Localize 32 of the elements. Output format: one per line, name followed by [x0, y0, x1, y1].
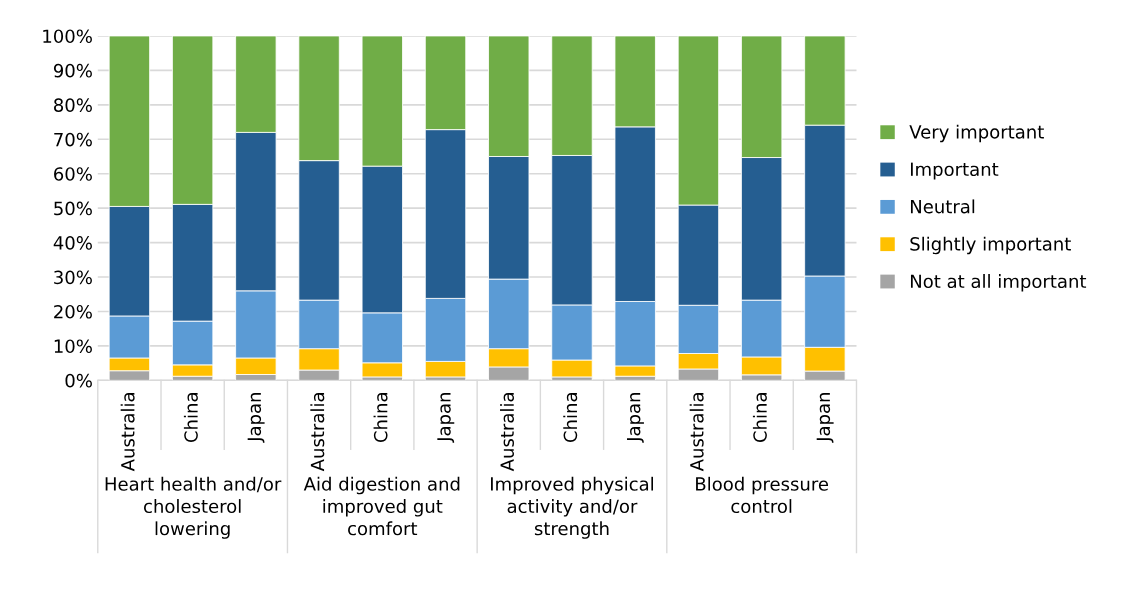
text: Heart health and/or cholesterol lowering — [105, 476, 282, 539]
y-tick-label: 90% — [53, 63, 92, 78]
x-tick-label: Australia — [310, 393, 325, 472]
y-tick-label: 40% — [53, 236, 92, 250]
y-tick-label: 80% — [54, 98, 92, 112]
x-tick-label: China — [373, 393, 388, 443]
x-tick-label: Japan — [816, 393, 834, 443]
x-tick-label: China — [752, 393, 767, 443]
x-tick-label: China — [563, 393, 578, 443]
x-tick-label: Japan — [627, 393, 644, 443]
y-tick-label: 50% — [54, 201, 92, 216]
y-tick-label: 70% — [54, 132, 92, 147]
text: Blood pressure control — [696, 476, 829, 514]
legend-label: Very important — [909, 124, 1044, 143]
x-tick-label: Australia — [120, 393, 135, 472]
y-tick-label: 0% — [65, 373, 92, 388]
text: Aid digestion and improved gut comfort — [303, 476, 460, 536]
y-tick-label: 100% — [43, 29, 92, 44]
x-tick-label: Japan — [247, 393, 265, 443]
text: Improved physical activity and/or strength — [491, 476, 654, 539]
y-tick-label: 30% — [54, 270, 92, 285]
x-tick-label: China — [183, 393, 198, 443]
y-tick-label: 10% — [54, 339, 92, 354]
y-tick-label: 20% — [54, 304, 92, 319]
legend-label: Slightly important — [910, 236, 1071, 255]
x-tick-label: Japan — [437, 393, 455, 443]
y-tick-label: 60% — [54, 167, 92, 181]
legend-label: Neutral — [910, 199, 975, 214]
legend-label: Not at all important — [910, 274, 1087, 292]
x-tick-label: Australia — [500, 393, 514, 472]
x-tick-label: Australia — [689, 393, 704, 472]
legend-label: Important — [910, 162, 999, 180]
